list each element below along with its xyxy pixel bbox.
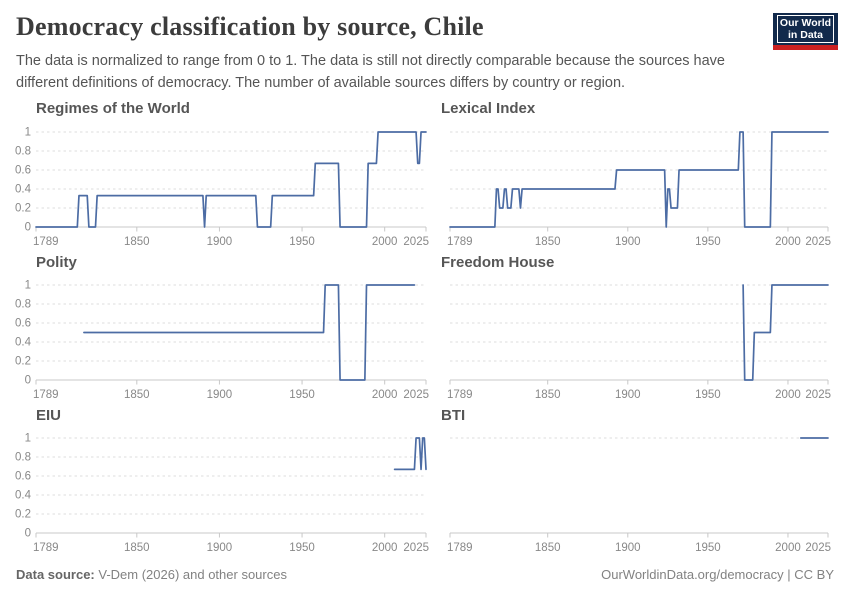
svg-text:2000: 2000	[372, 542, 398, 554]
svg-text:1: 1	[25, 433, 31, 445]
owid-logo-line1: Our World	[779, 17, 832, 29]
data-source-label: Data source:	[16, 567, 95, 582]
eiu-chart: 1789 1850 1900 1950 2000 2025 0 0.2 0.4 0.6 0.8 1	[15, 433, 429, 555]
svg-text:1900: 1900	[615, 236, 641, 248]
panel-title-eiu: EIU	[36, 407, 62, 424]
panel-title-regimes-of-the-world: Regimes of the World	[36, 100, 190, 117]
license-text: OurWorldinData.org/democracy | CC BY	[601, 567, 834, 582]
owid-logo-red-bar	[773, 45, 838, 50]
svg-text:1950: 1950	[289, 389, 315, 401]
svg-text:1789: 1789	[33, 389, 59, 401]
svg-text:0.8: 0.8	[15, 452, 31, 464]
data-source-text: Data source: V-Dem (2026) and other sour…	[16, 567, 287, 582]
svg-text:1950: 1950	[695, 236, 721, 248]
svg-text:1850: 1850	[124, 542, 150, 554]
bti-chart: 1789 1850 1900 1950 2000 2025	[447, 437, 831, 554]
svg-text:1950: 1950	[695, 542, 721, 554]
svg-text:1789: 1789	[447, 389, 473, 401]
svg-text:1950: 1950	[289, 542, 315, 554]
data-source-rest: V-Dem (2026) and other sources	[94, 567, 287, 582]
svg-text:1900: 1900	[615, 389, 641, 401]
polity-chart: 1789 1850 1900 1950 2000 2025 0 0.2 0.4 0.6 0.8 1	[15, 280, 429, 402]
owid-logo-text: Our World in Data	[777, 15, 834, 43]
svg-text:0.6: 0.6	[15, 471, 31, 483]
svg-text:0.6: 0.6	[15, 318, 31, 330]
chart-footer: Data source: V-Dem (2026) and other sour…	[16, 567, 834, 582]
svg-text:0.4: 0.4	[15, 184, 32, 196]
svg-text:1850: 1850	[124, 236, 150, 248]
svg-text:1900: 1900	[615, 542, 641, 554]
svg-text:2025: 2025	[805, 236, 831, 248]
owid-logo-line2: in Data	[787, 29, 823, 41]
svg-text:1: 1	[25, 127, 31, 139]
svg-text:0.2: 0.2	[15, 203, 31, 215]
svg-text:2025: 2025	[805, 542, 831, 554]
svg-text:0.8: 0.8	[15, 146, 31, 158]
svg-text:1850: 1850	[124, 389, 150, 401]
panel-title-bti: BTI	[441, 407, 466, 424]
svg-text:0.8: 0.8	[15, 299, 31, 311]
svg-text:2025: 2025	[403, 389, 429, 401]
svg-text:2000: 2000	[775, 389, 801, 401]
svg-text:1900: 1900	[207, 236, 233, 248]
panel-title-lexical-index: Lexical Index	[441, 100, 536, 117]
regimes-of-the-world-chart: 1789 1850 1900 1950 2000 2025 0 0.2 0.4 0.6 0.8 1	[15, 127, 429, 249]
svg-text:2025: 2025	[403, 236, 429, 248]
svg-text:1789: 1789	[33, 236, 59, 248]
panel-title-freedom-house: Freedom House	[441, 254, 555, 271]
svg-text:1950: 1950	[289, 236, 315, 248]
owid-logo-box: Our World in Data	[773, 13, 838, 45]
svg-text:1789: 1789	[447, 542, 473, 554]
svg-text:1850: 1850	[535, 389, 561, 401]
lexical-index-chart: 1789 1850 1900 1950 2000 2025	[447, 131, 831, 248]
svg-text:2025: 2025	[403, 542, 429, 554]
page-title: Democracy classification by source, Chil…	[16, 12, 484, 41]
svg-text:1900: 1900	[207, 389, 233, 401]
svg-text:1950: 1950	[695, 389, 721, 401]
svg-text:0.4: 0.4	[15, 490, 32, 502]
freedom-house-chart: 1789 1850 1900 1950 2000 2025	[447, 284, 831, 401]
svg-text:2000: 2000	[372, 389, 398, 401]
svg-text:0.6: 0.6	[15, 165, 31, 177]
svg-text:0: 0	[25, 375, 31, 387]
svg-text:2000: 2000	[775, 236, 801, 248]
svg-text:1850: 1850	[535, 542, 561, 554]
svg-text:0: 0	[25, 222, 31, 234]
svg-text:1789: 1789	[447, 236, 473, 248]
svg-text:0: 0	[25, 528, 31, 540]
svg-text:0.2: 0.2	[15, 509, 31, 521]
svg-text:0.2: 0.2	[15, 356, 31, 368]
panel-title-polity: Polity	[36, 254, 77, 271]
svg-text:0.4: 0.4	[15, 337, 32, 349]
svg-text:2000: 2000	[372, 236, 398, 248]
svg-text:2025: 2025	[805, 389, 831, 401]
svg-text:2000: 2000	[775, 542, 801, 554]
page-subtitle: The data is normalized to range from 0 t…	[16, 53, 725, 91]
svg-text:1789: 1789	[33, 542, 59, 554]
svg-text:1900: 1900	[207, 542, 233, 554]
svg-text:1850: 1850	[535, 236, 561, 248]
svg-text:1: 1	[25, 280, 31, 292]
owid-logo: Our World in Data	[773, 13, 838, 50]
